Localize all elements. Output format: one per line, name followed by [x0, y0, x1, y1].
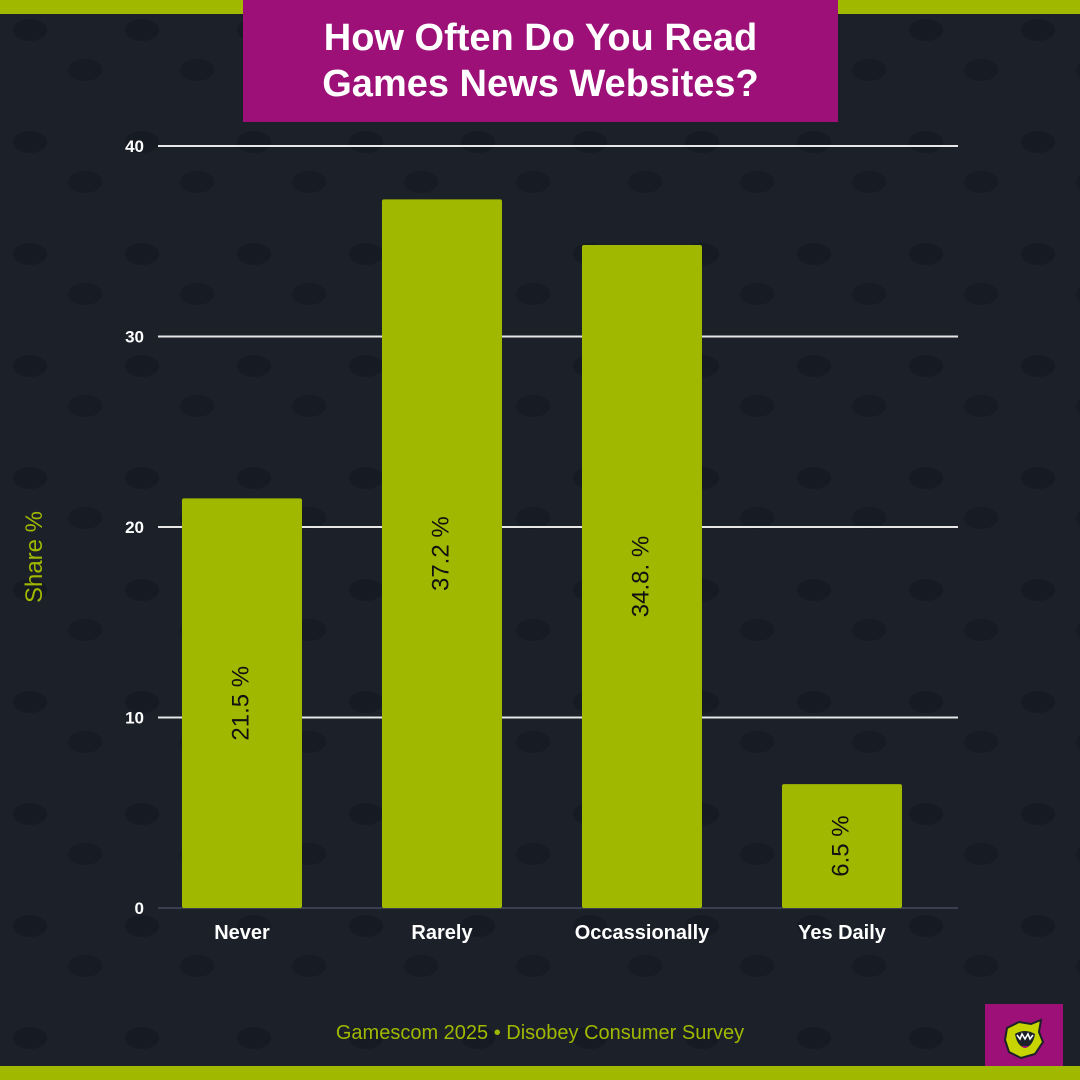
- bar: [182, 498, 302, 908]
- data-label: 6.5 %: [827, 815, 854, 876]
- x-tick-label: Occassionally: [575, 922, 710, 944]
- y-tick-label: 30: [125, 328, 144, 347]
- y-tick-label: 0: [135, 899, 144, 918]
- screaming-mouth-icon: [1003, 1018, 1045, 1060]
- data-label: 21.5 %: [227, 666, 254, 741]
- data-label: 37.2 %: [427, 516, 454, 591]
- title-banner: How Often Do You Read Games News Website…: [243, 0, 838, 122]
- y-tick-label: 10: [125, 709, 144, 728]
- bar: [582, 245, 702, 908]
- data-label: 34.8. %: [627, 536, 654, 617]
- x-tick-label: Rarely: [411, 922, 473, 944]
- chart-title: How Often Do You Read Games News Website…: [322, 17, 759, 105]
- bar: [782, 784, 902, 908]
- x-tick-label: Never: [214, 922, 270, 944]
- bar: [382, 199, 502, 909]
- y-tick-label: 20: [125, 518, 144, 537]
- y-tick-label: 40: [125, 137, 144, 156]
- footer-source: Gamescom 2025 • Disobey Consumer Survey: [335, 1022, 745, 1044]
- bottom-accent-bar: [0, 1066, 1080, 1080]
- x-tick-label: Yes Daily: [798, 922, 887, 944]
- brand-logo: [985, 1004, 1063, 1074]
- y-axis-label: Share %: [21, 510, 48, 604]
